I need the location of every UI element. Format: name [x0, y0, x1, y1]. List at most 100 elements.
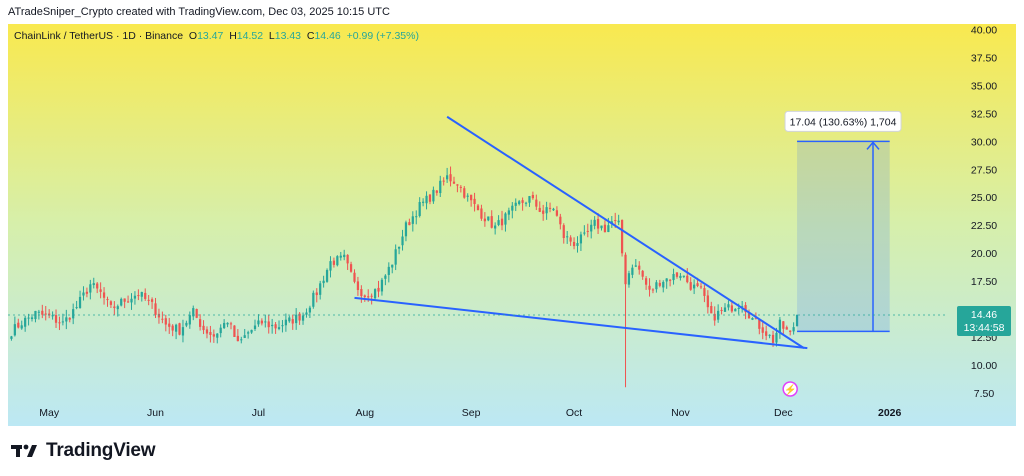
y-tick-label: 32.50 — [971, 108, 997, 120]
candle-body — [782, 321, 785, 329]
candle-body — [771, 334, 775, 343]
candle-body — [644, 278, 648, 285]
candle-body — [446, 175, 449, 180]
candle-body — [174, 324, 178, 332]
candle-body — [627, 273, 631, 285]
current-price-value: 14.46 — [971, 309, 997, 321]
candle-body — [415, 216, 418, 218]
candle-body — [528, 196, 531, 203]
candle-body — [82, 292, 85, 296]
candle-body — [133, 295, 137, 299]
candle-body — [778, 319, 782, 333]
candle-body — [72, 309, 75, 319]
candle-body — [24, 317, 27, 327]
time-axis: May Jun Jul Aug Sep Oct Nov Dec 2026 — [39, 407, 901, 419]
candle-body — [209, 331, 212, 335]
candle-body — [531, 194, 535, 199]
candle-body — [620, 220, 624, 254]
candle-body — [490, 216, 493, 228]
candle-body — [295, 314, 298, 324]
candle-body — [250, 329, 253, 333]
x-tick-label: Aug — [355, 407, 374, 419]
candle-body — [703, 288, 706, 296]
candle-body — [710, 305, 713, 314]
candle-body — [401, 236, 404, 246]
candle-body — [638, 265, 641, 270]
candle-body — [54, 315, 58, 323]
candle-body — [202, 325, 205, 331]
candle-body — [758, 319, 761, 329]
candle-body — [500, 218, 504, 226]
projection-label-text: 17.04 (130.63%) 1,704 — [790, 116, 897, 128]
candle-body — [747, 312, 751, 319]
symbol-legend: ChainLink / TetherUS · 1D · Binance O13.… — [14, 30, 419, 42]
candle-body — [792, 327, 795, 332]
candle-body — [126, 301, 130, 303]
candle-body — [315, 292, 318, 296]
candle-body — [579, 234, 583, 244]
candle-body — [511, 205, 514, 211]
y-tick-label: 22.50 — [971, 220, 997, 232]
candle-body — [693, 284, 696, 289]
candle-body — [593, 219, 596, 226]
candle-body — [675, 272, 679, 277]
projection-box — [797, 141, 890, 332]
candle-body — [600, 225, 603, 229]
candle-body — [233, 325, 236, 337]
candle-body — [264, 321, 267, 323]
candle-body — [682, 275, 685, 277]
candle-body — [425, 195, 428, 204]
candle-body — [30, 317, 34, 320]
candle-body — [494, 225, 497, 229]
candle-body — [497, 220, 500, 225]
candle-body — [226, 322, 229, 325]
candle-body — [466, 195, 469, 197]
candle-body — [470, 194, 473, 201]
candle-body — [583, 232, 586, 234]
candle-body — [61, 321, 65, 323]
candle-body — [116, 306, 119, 310]
candle-body — [380, 279, 384, 292]
chart-credit: ATradeSniper_Crypto created with Trading… — [8, 6, 390, 18]
x-tick-label: Jul — [252, 407, 265, 419]
candle-body — [397, 246, 401, 249]
candle-body — [761, 327, 764, 333]
candle-body — [106, 299, 109, 301]
candle-body — [329, 261, 332, 271]
candle-body — [559, 216, 562, 225]
candle-body — [507, 210, 510, 215]
candle-body — [140, 292, 143, 297]
candle-body — [569, 237, 572, 242]
candle-body — [171, 325, 174, 331]
candle-body — [13, 324, 16, 336]
candle-body — [281, 325, 284, 327]
candle-body — [734, 308, 737, 312]
candle-body — [435, 190, 438, 193]
candle-body — [730, 305, 733, 312]
candle-body — [480, 208, 483, 219]
current-price-badge-bg — [957, 306, 1011, 337]
candle-body — [785, 327, 788, 330]
price-chart[interactable]: 17.04 (130.63%) 1,704 ⚡ 40.00 37.50 35.00 32… — [8, 24, 1016, 426]
candle-body — [387, 266, 390, 275]
candle-body — [603, 224, 607, 233]
countdown-timer: 13:44:58 — [964, 322, 1005, 334]
candle-body — [168, 323, 171, 327]
candle-body — [452, 181, 456, 184]
y-tick-label: 35.00 — [971, 80, 997, 92]
candle-body — [662, 281, 665, 288]
candle-body — [349, 264, 353, 272]
candle-body — [391, 264, 394, 268]
chart-area[interactable]: 17.04 (130.63%) 1,704 ⚡ 40.00 37.50 35.00 32… — [8, 24, 1016, 426]
price-axis: 40.00 37.50 35.00 32.50 30.00 27.50 25.00 22.50… — [957, 25, 1011, 400]
candle-body — [421, 201, 425, 203]
candle-body — [308, 307, 312, 313]
candles-layer — [10, 166, 799, 388]
candle-body — [658, 282, 661, 286]
candle-body — [432, 189, 435, 202]
candle-body — [686, 275, 689, 283]
candle-body — [161, 318, 164, 320]
candle-body — [669, 279, 672, 281]
y-tick-label: 7.50 — [974, 388, 995, 400]
